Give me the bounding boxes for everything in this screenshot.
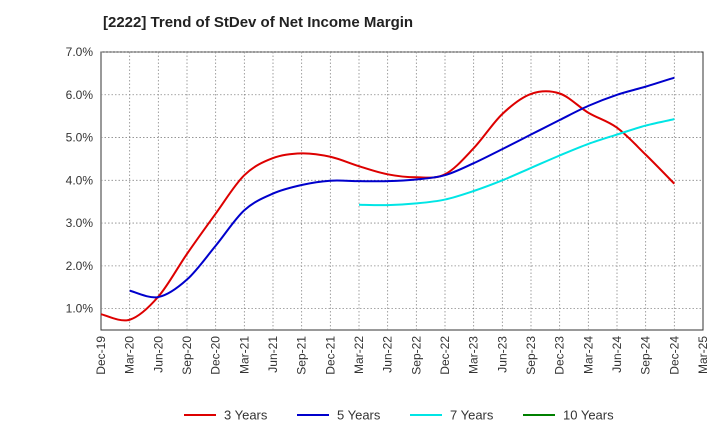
plot-area bbox=[100, 51, 704, 331]
legend-label-5-years: 5 Years bbox=[337, 408, 381, 423]
x-tick-label: Mar-25 bbox=[696, 336, 710, 374]
x-tick-label: Dec-23 bbox=[553, 336, 567, 375]
x-tick-label: Dec-22 bbox=[438, 336, 452, 375]
x-tick-label: Jun-21 bbox=[266, 336, 280, 373]
chart-title: [2222] Trend of StDev of Net Income Marg… bbox=[103, 14, 414, 31]
x-tick-label: Jun-20 bbox=[151, 336, 165, 373]
x-tick-label: Sep-24 bbox=[639, 336, 653, 375]
grid bbox=[101, 51, 703, 330]
x-tick-label: Sep-21 bbox=[295, 336, 309, 375]
x-tick-label: Mar-23 bbox=[467, 336, 481, 374]
legend-label-3-years: 3 Years bbox=[224, 408, 268, 423]
series-lines bbox=[100, 76, 676, 322]
series-line-7-years bbox=[358, 118, 675, 207]
x-tick-label: Mar-22 bbox=[352, 336, 366, 374]
x-tick-label: Sep-22 bbox=[409, 336, 423, 375]
y-tick-label: 6.0% bbox=[66, 88, 94, 102]
y-tick-label: 2.0% bbox=[66, 259, 94, 273]
x-tick-label: Jun-23 bbox=[495, 336, 509, 373]
y-tick-label: 5.0% bbox=[66, 131, 94, 145]
x-tick-label: Sep-23 bbox=[524, 336, 538, 375]
x-tick-label: Mar-20 bbox=[123, 336, 137, 374]
x-tick-label: Sep-20 bbox=[180, 336, 194, 375]
x-tick-label: Jun-24 bbox=[610, 336, 624, 373]
x-tick-label: Dec-21 bbox=[323, 336, 337, 375]
x-tick-label: Dec-19 bbox=[94, 336, 108, 375]
x-tick-label: Dec-24 bbox=[667, 336, 681, 375]
y-tick-label: 4.0% bbox=[66, 173, 94, 187]
series-line-5-years bbox=[129, 76, 675, 299]
series-line-3-years bbox=[100, 90, 676, 322]
y-tick-label: 3.0% bbox=[66, 216, 94, 230]
x-tick-label: Dec-20 bbox=[209, 336, 223, 375]
legend: 3 Years 5 Years 7 Years 10 Years bbox=[184, 408, 614, 423]
x-axis-ticks: Dec-19 Mar-20 Jun-20 Sep-20 Dec-20 Mar-21 Jun-… bbox=[94, 336, 710, 375]
y-tick-label: 1.0% bbox=[66, 302, 94, 316]
legend-label-7-years: 7 Years bbox=[450, 408, 494, 423]
x-tick-label: Jun-22 bbox=[381, 336, 395, 373]
x-tick-label: Mar-21 bbox=[237, 336, 251, 374]
x-tick-label: Mar-24 bbox=[581, 336, 595, 374]
y-axis-ticks: 1.0% 2.0% 3.0% 4.0% 5.0% 6.0% 7.0% bbox=[66, 45, 94, 316]
legend-label-10-years: 10 Years bbox=[563, 408, 614, 423]
y-tick-label: 7.0% bbox=[66, 45, 94, 59]
